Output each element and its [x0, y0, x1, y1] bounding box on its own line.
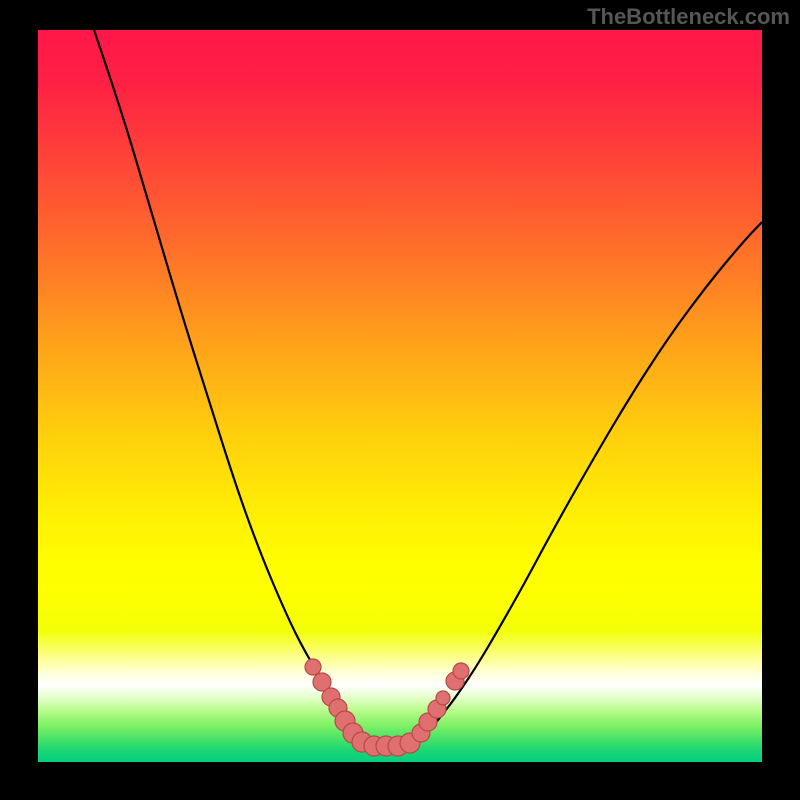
chart-container: TheBottleneck.com [0, 0, 800, 800]
data-dot [436, 691, 450, 705]
data-dot [453, 663, 469, 679]
dots-group [305, 659, 469, 756]
plot-area [38, 30, 762, 762]
watermark-text: TheBottleneck.com [587, 4, 790, 30]
curves-layer [38, 30, 762, 762]
data-dot [305, 659, 321, 675]
left-curve [94, 30, 368, 744]
right-curve [416, 222, 762, 744]
